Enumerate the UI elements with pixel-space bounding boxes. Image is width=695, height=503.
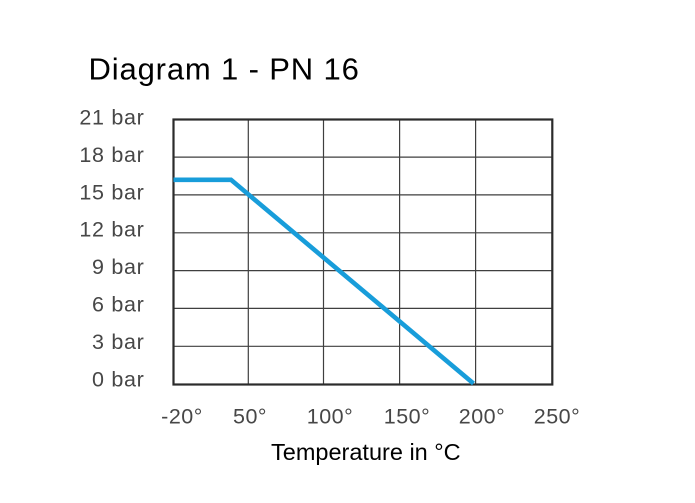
svg-text:50°: 50° <box>233 405 267 429</box>
svg-text:200°: 200° <box>459 405 505 429</box>
svg-text:21 bar: 21 bar <box>79 106 144 130</box>
svg-text:18 bar: 18 bar <box>79 143 144 167</box>
svg-text:Diagram 1 - PN 16: Diagram 1 - PN 16 <box>89 52 360 87</box>
svg-text:100°: 100° <box>307 405 353 429</box>
svg-text:150°: 150° <box>384 405 430 429</box>
svg-text:6 bar: 6 bar <box>92 293 145 317</box>
svg-text:12 bar: 12 bar <box>79 218 144 242</box>
svg-text:Temperature in °C: Temperature in °C <box>271 439 461 465</box>
svg-text:250°: 250° <box>534 405 580 429</box>
svg-text:3 bar: 3 bar <box>92 330 145 354</box>
svg-text:0 bar: 0 bar <box>92 367 145 391</box>
svg-text:15 bar: 15 bar <box>79 180 144 204</box>
svg-text:9 bar: 9 bar <box>92 255 145 279</box>
svg-text:-20°: -20° <box>161 405 203 429</box>
